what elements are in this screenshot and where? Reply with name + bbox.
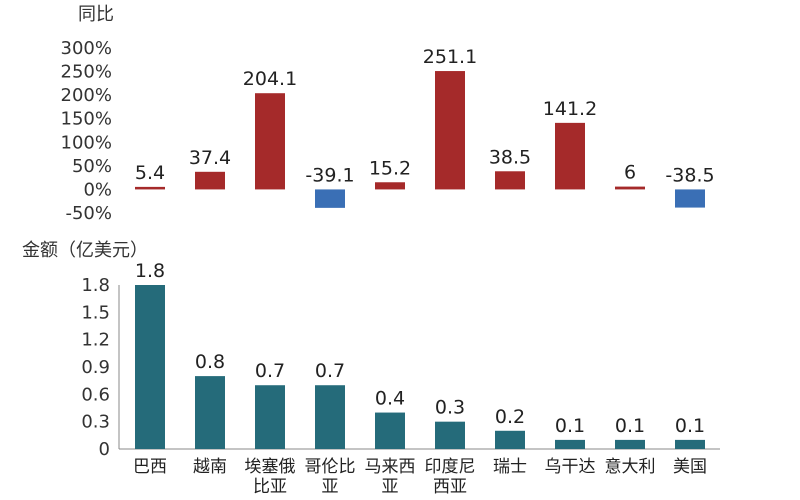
amount-bar (135, 285, 165, 449)
amount-axis-title: 金额（亿美元） (22, 240, 148, 261)
category-label: 亚 (382, 477, 399, 497)
category-label: 西亚 (433, 477, 467, 497)
amount-y-tick-label: 1.2 (81, 330, 110, 351)
category-label: 哥伦比 (305, 457, 356, 477)
amount-y-tick-label: 0.3 (81, 412, 110, 433)
category-label: 印度尼 (425, 457, 476, 477)
yoy-y-tick-label: 50% (72, 156, 112, 177)
amount-data-labels: 1.8 0.8 0.7 0.7 0.4 0.3 0.2 0.1 0.1 0.1 (135, 260, 705, 437)
yoy-data-label: 204.1 (243, 68, 297, 90)
yoy-bar (495, 171, 525, 190)
amount-y-tick-label: 0.6 (81, 384, 110, 405)
amount-bar (615, 439, 645, 449)
amount-y-tick-label: 0 (99, 439, 110, 460)
category-label: 瑞士 (493, 457, 527, 477)
amount-bar-chart: 金额（亿美元） 1.8 1.5 1.2 0.9 0.6 0.3 0 1.8 0.8 0.7 0.7… (22, 240, 720, 497)
category-label: 意大利 (605, 457, 656, 477)
amount-y-tick-label: 0.9 (81, 357, 110, 378)
yoy-bar-chart: 同比 300% 250%200% 150%100% 50%0% -50% 5.4 37.4… (61, 4, 715, 224)
yoy-y-tick-label: 100% (61, 132, 112, 153)
amount-bar (255, 385, 285, 449)
amount-bar (555, 439, 585, 449)
yoy-bar (195, 171, 225, 190)
amount-data-label: 0.4 (375, 388, 405, 410)
amount-data-label: 0.1 (555, 415, 585, 437)
amount-data-label: 0.7 (315, 360, 345, 382)
yoy-bar (375, 182, 405, 190)
amount-bar (675, 439, 705, 449)
yoy-y-tick-label: 300% (61, 38, 112, 59)
amount-y-tick-label: 1.8 (81, 275, 110, 296)
amount-data-label: 0.7 (255, 360, 285, 382)
yoy-data-label: 37.4 (189, 147, 231, 169)
yoy-data-labels: 5.4 37.4 204.1 -39.1 15.2 251.1 38.5 141.2 6 -38.… (135, 46, 715, 186)
yoy-y-tick-label: 150% (61, 109, 112, 130)
amount-data-label: 1.8 (135, 260, 165, 282)
yoy-data-label: 251.1 (423, 46, 477, 68)
yoy-y-ticks: 300% 250%200% 150%100% 50%0% -50% (61, 38, 112, 224)
amount-data-label: 0.1 (615, 415, 645, 437)
category-label: 美国 (673, 457, 707, 477)
yoy-bar (135, 186, 165, 190)
yoy-bar (555, 122, 585, 190)
yoy-y-tick-label: -50% (65, 203, 112, 224)
yoy-y-tick-label: 0% (83, 179, 112, 200)
yoy-y-tick-label: 200% (61, 85, 112, 106)
yoy-bar (615, 186, 645, 190)
category-label: 乌干达 (545, 457, 596, 477)
amount-bar (195, 376, 225, 449)
yoy-bar (435, 71, 465, 190)
yoy-data-label: 15.2 (369, 157, 411, 179)
amount-data-label: 0.1 (675, 415, 705, 437)
amount-y-tick-label: 1.5 (81, 302, 110, 323)
yoy-bar (255, 93, 285, 190)
category-label: 亚 (322, 477, 339, 497)
amount-bar (495, 430, 525, 449)
yoy-bar (315, 189, 345, 208)
category-label: 巴西 (133, 457, 167, 477)
yoy-data-label: 38.5 (489, 146, 531, 168)
yoy-data-label: 5.4 (135, 162, 165, 184)
amount-bar (375, 412, 405, 449)
amount-data-label: 0.2 (495, 406, 525, 428)
amount-data-label: 0.3 (435, 397, 465, 419)
amount-y-ticks: 1.8 1.5 1.2 0.9 0.6 0.3 0 (81, 275, 110, 460)
yoy-data-label: 6 (624, 162, 636, 184)
amount-bars (135, 285, 705, 449)
yoy-y-tick-label: 250% (61, 62, 112, 83)
yoy-data-label: -39.1 (305, 164, 354, 186)
yoy-axis-title: 同比 (78, 4, 114, 25)
amount-data-label: 0.8 (195, 351, 225, 373)
category-label: 比亚 (253, 477, 287, 497)
yoy-data-label: -38.5 (665, 164, 714, 186)
yoy-data-label: 141.2 (543, 98, 597, 120)
yoy-bars (135, 71, 705, 208)
yoy-bar (675, 189, 705, 208)
category-label: 越南 (193, 457, 227, 477)
amount-bar (435, 421, 465, 449)
amount-bar (315, 385, 345, 449)
category-label: 埃塞俄 (245, 457, 296, 477)
category-label: 马来西 (365, 457, 416, 477)
